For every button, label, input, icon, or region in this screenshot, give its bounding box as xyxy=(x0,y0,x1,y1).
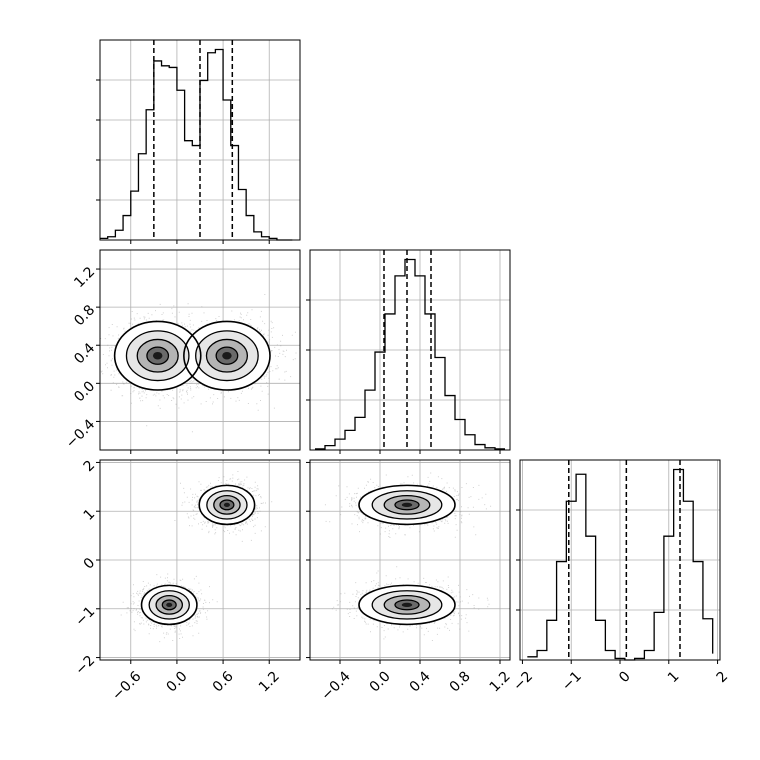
x-tick-label: 0.4 xyxy=(407,668,434,695)
contour-line xyxy=(383,494,431,515)
y-tick-label: 0.8 xyxy=(71,302,98,329)
contour-line xyxy=(371,490,443,520)
contour-line xyxy=(371,590,443,620)
contour-line xyxy=(383,594,431,615)
x-tick-label: 0.0 xyxy=(367,668,394,695)
panel-hist-1 xyxy=(306,249,511,454)
contour-line xyxy=(215,346,239,365)
contour-line xyxy=(195,330,259,382)
contour-line xyxy=(125,330,190,382)
density-core xyxy=(166,602,173,608)
contour-line xyxy=(394,599,420,611)
density-body xyxy=(324,472,492,641)
x-tick-label: 0.6 xyxy=(210,668,237,695)
x-tick-label: −1 xyxy=(559,668,585,694)
contour-line xyxy=(358,584,456,626)
x-tick-label: −0.6 xyxy=(109,668,144,703)
density-core xyxy=(222,351,232,360)
panel-frame xyxy=(99,249,301,451)
x-tick-label: 2 xyxy=(714,668,732,686)
contour-line xyxy=(161,599,177,611)
contour-line xyxy=(183,320,271,391)
panel-density-1: −0.6 0.0 0.6 1.2 −2 −1 0 1 2 xyxy=(72,457,301,704)
panel-hist-2: −2 −1 0 1 2 xyxy=(510,459,732,694)
histogram-step xyxy=(100,48,293,241)
density-core xyxy=(223,502,230,508)
y-tick-label: 1.2 xyxy=(71,264,98,291)
y-tick-label: 0 xyxy=(81,555,99,573)
y-tick-label: −0.4 xyxy=(63,416,98,451)
x-tick-label: −2 xyxy=(510,668,536,694)
contour-line xyxy=(198,484,256,526)
y-tick-label: −1 xyxy=(72,604,98,630)
y-tick-label: 0.0 xyxy=(71,378,98,405)
panel-density-0: −0.4 0.0 0.4 0.8 1.2 xyxy=(63,249,301,454)
x-tick-label: 0 xyxy=(616,668,634,686)
x-tick-label: 1.2 xyxy=(487,668,514,695)
contour-line xyxy=(394,499,420,511)
contour-line xyxy=(146,346,170,365)
x-tick-label: 1 xyxy=(665,668,683,686)
x-tick-label: 0.0 xyxy=(164,668,191,695)
panel-hist-0 xyxy=(96,39,301,244)
contour-line xyxy=(148,590,190,620)
contour-line xyxy=(219,499,235,511)
y-tick-label: 0.4 xyxy=(71,340,98,367)
contour-line xyxy=(140,584,198,626)
contour-line xyxy=(205,338,249,373)
panel-frame xyxy=(309,249,511,451)
histogram-step xyxy=(315,258,505,450)
x-tick-label: 1.2 xyxy=(256,668,283,695)
density-body xyxy=(120,471,273,643)
panel-density-2: −0.4 0.0 0.4 0.8 1.2 xyxy=(306,459,514,704)
density-core xyxy=(152,351,163,360)
y-tick-label: 1 xyxy=(81,506,99,524)
histogram-step xyxy=(527,468,714,661)
y-tick-label: 2 xyxy=(81,457,99,475)
contour-line xyxy=(206,490,248,520)
contour-line xyxy=(136,338,179,373)
contour-line xyxy=(213,494,241,515)
density-core xyxy=(401,602,413,608)
contour-line xyxy=(358,484,456,526)
contour-line xyxy=(155,594,184,615)
contour-line xyxy=(113,320,202,391)
x-tick-label: −0.4 xyxy=(318,668,353,703)
x-tick-label: 0.8 xyxy=(447,668,474,695)
y-tick-label: −2 xyxy=(72,653,98,679)
panel-frame xyxy=(99,39,301,241)
density-core xyxy=(401,502,413,508)
density-body xyxy=(100,294,300,433)
